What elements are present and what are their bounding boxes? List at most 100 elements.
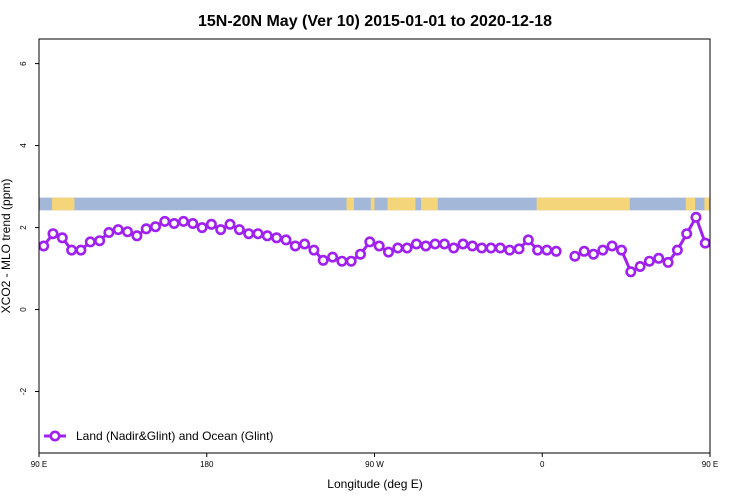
series-line [574, 215, 710, 274]
data-point [122, 226, 134, 238]
x-tick-label: 90 W [365, 460, 384, 469]
data-point [336, 255, 348, 267]
data-point [345, 255, 357, 267]
data-point [690, 211, 702, 223]
data-point [47, 228, 59, 240]
data-point [233, 224, 245, 236]
legend-marker-swatch [49, 430, 61, 442]
data-point [112, 224, 124, 236]
data-point [373, 240, 385, 252]
land-patch [704, 197, 710, 211]
x-tick-label: 90 E [702, 460, 718, 469]
data-point [494, 242, 506, 254]
land-patch [52, 197, 75, 211]
data-point [243, 228, 255, 240]
data-point [541, 244, 553, 256]
series-layer [39, 211, 746, 278]
data-point [84, 236, 96, 248]
data-point [466, 240, 478, 252]
data-point [587, 248, 599, 260]
data-point [681, 228, 693, 240]
data-point [709, 243, 710, 249]
data-point [615, 244, 627, 256]
y-tick-label: 0 [19, 307, 28, 312]
data-point [738, 246, 746, 254]
data-point [94, 235, 106, 247]
data-point [308, 244, 320, 256]
data-point [103, 227, 115, 239]
data-point [299, 238, 311, 250]
data-point [522, 234, 534, 246]
data-point [215, 224, 227, 236]
data-point [476, 242, 488, 254]
data-point [131, 230, 143, 242]
land-patch [346, 197, 354, 211]
land-patch [421, 197, 438, 211]
data-point [39, 240, 50, 252]
data-point [438, 238, 450, 250]
x-axis: 90 E 180 90 W 0 90 E [31, 453, 718, 469]
data-point [662, 256, 674, 268]
data-point [606, 240, 618, 252]
data-point [569, 250, 581, 262]
legend-entry-label: Land (Nadir&Glint) and Ocean (Glint) [76, 429, 273, 443]
x-tick-label: 90 E [31, 460, 47, 469]
data-point [159, 215, 171, 227]
data-point [729, 235, 737, 243]
y-axis: -2 0 2 4 6 [19, 61, 39, 395]
background-band [39, 197, 710, 211]
data-point [634, 260, 646, 272]
data-point [429, 238, 441, 250]
data-point [392, 242, 404, 254]
land-patch [370, 197, 375, 211]
data-point [140, 223, 152, 235]
data-point [75, 244, 87, 256]
x-tick-label: 180 [200, 460, 214, 469]
y-tick-label: 6 [19, 61, 28, 66]
data-point [56, 232, 68, 244]
data-point [504, 244, 516, 256]
data-point [205, 218, 217, 230]
data-point [671, 244, 683, 256]
data-point [289, 240, 301, 252]
legend: Land (Nadir&Glint) and Ocean (Glint) [44, 429, 273, 443]
y-tick-label: 2 [19, 225, 28, 230]
data-point [410, 238, 422, 250]
data-point [150, 221, 162, 233]
data-point [457, 238, 469, 250]
data-point [261, 230, 273, 242]
data-point [420, 240, 432, 252]
land-patch [387, 197, 416, 211]
land-patch [536, 197, 630, 211]
data-point [317, 254, 329, 266]
data-point [578, 245, 590, 257]
data-point [597, 244, 609, 256]
y-tick-label: -2 [19, 387, 28, 395]
data-point [252, 228, 264, 240]
data-point [354, 248, 366, 260]
data-point [382, 246, 394, 258]
x-tick-label: 0 [540, 460, 545, 469]
data-point [66, 244, 78, 256]
data-point [401, 242, 413, 254]
land-patch [685, 197, 696, 211]
x-axis-label: Longitude (deg E) [327, 477, 422, 491]
chart-title: 15N-20N May (Ver 10) 2015-01-01 to 2020-… [198, 13, 552, 30]
data-point [178, 215, 190, 227]
data-point [485, 242, 497, 254]
data-point [625, 266, 637, 278]
data-point [643, 255, 655, 267]
data-point [653, 252, 665, 264]
data-point [448, 242, 460, 254]
data-point [550, 245, 562, 257]
data-point [699, 237, 710, 249]
data-point [720, 230, 728, 238]
data-point [196, 222, 208, 234]
data-point [271, 232, 283, 244]
data-point [168, 218, 180, 230]
y-axis-label: XCO2 - MLO trend (ppm) [0, 179, 13, 314]
data-point [224, 218, 236, 230]
data-point [364, 236, 376, 248]
data-point [513, 243, 525, 255]
